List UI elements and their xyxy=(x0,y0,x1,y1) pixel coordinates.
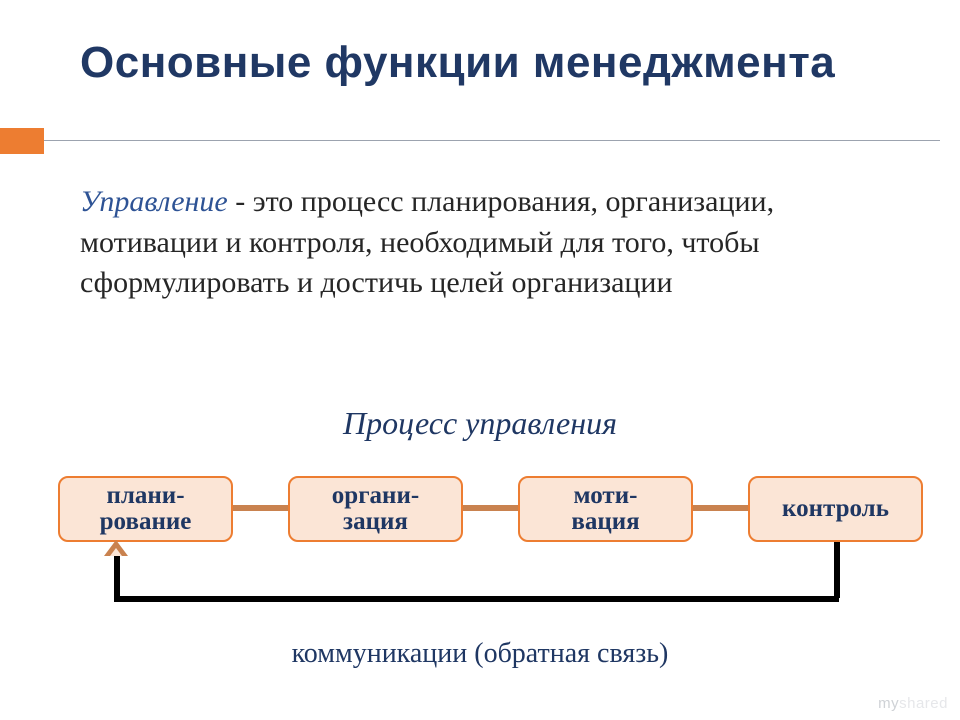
flow-box: моти-вация xyxy=(518,476,693,542)
feedback-line-down xyxy=(834,542,840,598)
flow-box-label-line: зация xyxy=(343,509,408,535)
feedback-arrowhead-inner-icon xyxy=(110,548,122,556)
flow-box: органи-зация xyxy=(288,476,463,542)
flow-box-label-line: вация xyxy=(571,509,639,535)
flow-box: контроль xyxy=(748,476,923,542)
flow-box-label-line: контроль xyxy=(782,496,889,522)
definition-term: Управление xyxy=(80,185,228,218)
accent-bar-icon xyxy=(0,128,44,154)
flow-box-label-line: моти- xyxy=(574,483,638,509)
watermark-my: my xyxy=(878,695,899,712)
flow-box-label-line: органи- xyxy=(332,483,419,509)
slide-title: Основные функции менеджмента xyxy=(80,38,920,88)
title-underline xyxy=(44,140,940,141)
definition-text: Управление - это процесс планирования, о… xyxy=(80,182,900,304)
slide-root: Основные функции менеджмента Управление … xyxy=(0,0,960,720)
flow-box-label-line: рование xyxy=(100,509,192,535)
watermark-shared: shared xyxy=(899,695,948,712)
flow-connector xyxy=(693,505,748,511)
process-subtitle: Процесс управления xyxy=(0,405,960,442)
flow-box-label-line: плани- xyxy=(106,483,184,509)
flow-box: плани-рование xyxy=(58,476,233,542)
feedback-line-up xyxy=(114,554,120,598)
flow-connector xyxy=(233,505,288,511)
feedback-line-across xyxy=(114,596,839,602)
feedback-label: коммуникации (обратная связь) xyxy=(0,638,960,670)
watermark: myshared xyxy=(878,695,948,712)
flow-connector xyxy=(463,505,518,511)
